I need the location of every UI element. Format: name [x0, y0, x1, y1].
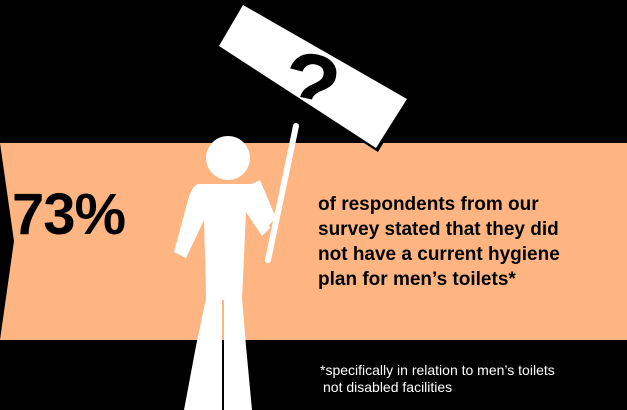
footnote-line: *specifically in relation to men’s toile… — [320, 362, 555, 378]
sign-board — [216, 2, 410, 152]
sign-stick — [265, 123, 299, 263]
footnote-line: not disabled facilities — [323, 379, 453, 395]
person-holding-sign-icon — [174, 136, 276, 410]
statement-line: not have a current hygiene — [318, 244, 560, 265]
statement-line: of respondents from our — [318, 194, 539, 215]
footnote: *specifically in relation to men’s toile… — [320, 362, 625, 396]
statement-line: survey stated that they did — [318, 219, 559, 240]
statement-line: plan for men’s toilets* — [318, 269, 516, 290]
highlight-band — [0, 143, 627, 340]
stat-statement: of respondents from our survey stated th… — [318, 192, 623, 292]
stat-value: 73% — [12, 182, 126, 247]
